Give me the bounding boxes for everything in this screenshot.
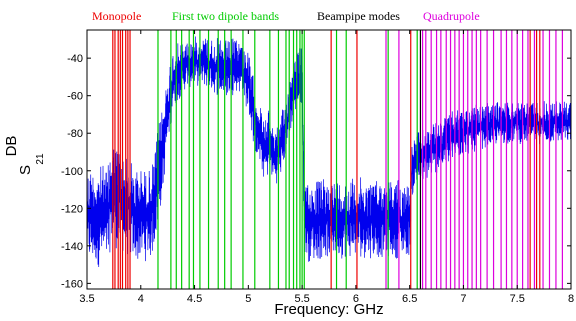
plot-frame <box>86 29 572 290</box>
x-tick-label: 5 <box>245 293 251 305</box>
x-axis: 3.5 4 4.5 5 5.5 6 6.5 7 7.5 8 <box>79 30 574 305</box>
monopole-band-label: Monopole <box>92 9 141 23</box>
x-tick-label: 7.5 <box>510 293 525 305</box>
signal-series <box>86 36 572 267</box>
x-tick-label: 5.5 <box>294 293 309 305</box>
plot-area <box>86 29 572 290</box>
x-tick-label: 4.5 <box>187 293 202 305</box>
quadrupole-band-label: Quadrupole <box>423 9 480 23</box>
y-axis-title-super: DB <box>3 136 20 157</box>
x-tick-label: 7 <box>460 293 466 305</box>
x-tick-label: 4 <box>138 293 144 305</box>
signal-trace <box>86 36 572 267</box>
y-axis: -160 -140 -120 -100 -80 -60 -40 <box>61 53 571 290</box>
y-tick-label: -80 <box>67 128 83 140</box>
x-tick-label: 6.5 <box>402 293 417 305</box>
y-tick-label: -100 <box>61 166 83 178</box>
y-tick-label: -120 <box>61 203 83 215</box>
x-tick-label: 3.5 <box>79 293 94 305</box>
y-tick-label: -60 <box>67 91 83 103</box>
x-tick-label: 8 <box>568 293 574 305</box>
y-axis-title-sub: 21 <box>35 153 46 165</box>
mode-lines <box>112 30 563 289</box>
y-axis-title-main: S <box>17 165 34 175</box>
y-tick-label: -40 <box>67 53 83 65</box>
x-tick-label: 6 <box>353 293 359 305</box>
beampipe-band-label: Beampipe modes <box>317 9 400 23</box>
y-tick-label: -160 <box>61 278 83 290</box>
band-labels: Monopole First two dipole bands Beampipe m… <box>92 9 480 23</box>
y-axis-title: S 21 DB <box>3 136 46 175</box>
dipole-band-label: First two dipole bands <box>172 9 279 23</box>
x-axis-title: Frequency: GHz <box>274 301 383 318</box>
y-tick-label: -140 <box>61 241 83 253</box>
